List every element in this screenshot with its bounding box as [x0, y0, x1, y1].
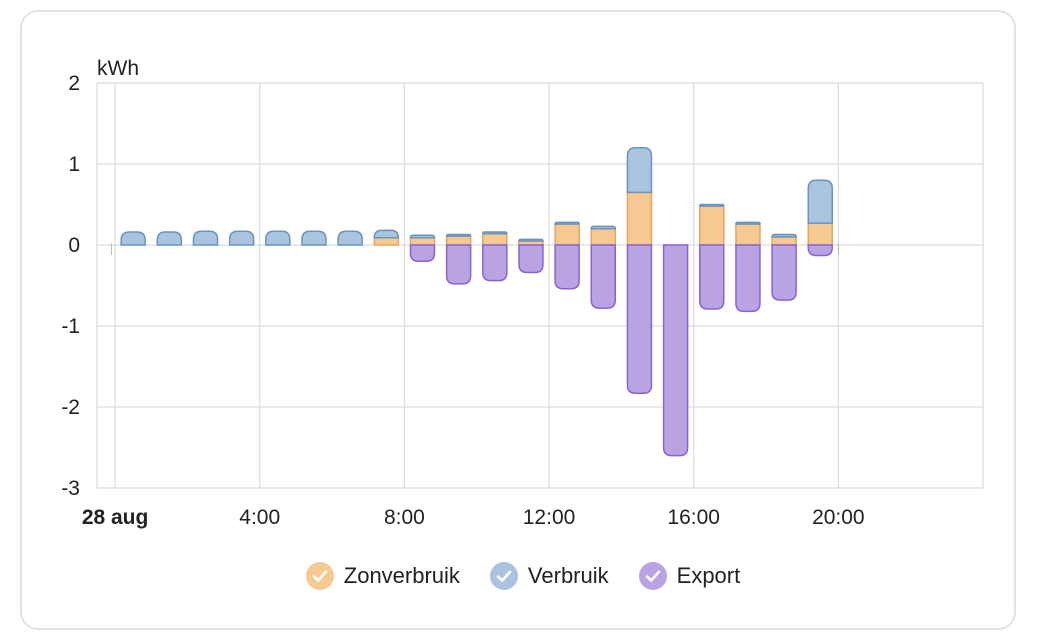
bar-zonverbruik[interactable] [735, 223, 761, 246]
x-tick-label: 8:00 [384, 506, 425, 529]
bar-zonverbruik[interactable] [482, 232, 508, 246]
legend-item-verbruik[interactable]: Verbruik [489, 562, 609, 590]
bar-verbruik[interactable] [771, 233, 797, 238]
y-tick-label: -1 [61, 315, 80, 338]
bar-verbruik[interactable] [192, 230, 219, 246]
grid [96, 82, 984, 489]
bar-zonverbruik[interactable] [445, 235, 472, 246]
axes: 2 1 0 -1 -2 -328 aug 4:00 8:00 12:00 16:00 20:00 [61, 72, 864, 529]
bar-verbruik[interactable] [228, 230, 255, 246]
bar-export[interactable] [590, 244, 617, 309]
bar-export[interactable] [735, 244, 761, 313]
bar-export[interactable] [699, 244, 725, 310]
checkmark-icon [638, 562, 667, 590]
bar-verbruik[interactable] [482, 231, 508, 235]
bar-export[interactable] [518, 244, 544, 274]
chart-card [20, 10, 1016, 630]
bar-export[interactable] [482, 244, 508, 282]
bar-verbruik[interactable] [156, 231, 183, 246]
y-axis-unit-label: kWh [97, 57, 139, 80]
checkmark-icon [489, 562, 518, 590]
y-tick-label: -3 [61, 477, 80, 500]
bar-verbruik[interactable] [337, 230, 363, 246]
bar-verbruik[interactable] [301, 230, 327, 246]
legend-label: Verbruik [527, 563, 609, 588]
bar-export[interactable] [409, 244, 436, 262]
bar-zonverbruik[interactable] [590, 228, 617, 246]
legend-item-zonverbruik[interactable]: Zonverbruik [305, 562, 460, 590]
bar-verbruik[interactable] [554, 221, 580, 225]
bar-zonverbruik[interactable] [373, 236, 400, 246]
bar-verbruik[interactable] [518, 238, 544, 242]
y-tick-label: 1 [68, 153, 80, 176]
bar-verbruik[interactable] [699, 203, 725, 207]
y-tick-label: 2 [68, 72, 80, 95]
bar-zonverbruik[interactable] [626, 191, 653, 246]
bar-verbruik[interactable] [807, 179, 834, 224]
y-tick-label: 0 [68, 234, 80, 257]
bar-zonverbruik[interactable] [807, 222, 834, 246]
bar-export[interactable] [662, 244, 689, 457]
bar-zonverbruik[interactable] [409, 236, 436, 246]
x-tick-label: 16:00 [667, 506, 720, 529]
bar-verbruik[interactable] [120, 231, 146, 246]
legend-label: Zonverbruik [343, 563, 460, 588]
bar-verbruik[interactable] [373, 229, 400, 239]
bar-export[interactable] [445, 244, 472, 285]
bar-verbruik[interactable] [445, 233, 472, 237]
bar-verbruik[interactable] [590, 225, 617, 230]
bar-zonverbruik[interactable] [699, 205, 725, 246]
bar-export[interactable] [807, 244, 834, 257]
x-tick-label: 20:00 [812, 506, 865, 529]
bar-export[interactable] [554, 244, 580, 290]
legend-label: Export [676, 563, 741, 588]
bar-zonverbruik[interactable] [554, 223, 580, 246]
checkmark-icon [305, 562, 334, 590]
x-tick-label: 12:00 [523, 506, 576, 529]
bars [120, 147, 834, 457]
bar-verbruik[interactable] [409, 234, 436, 239]
legend-item-export[interactable]: Export [638, 562, 741, 590]
bar-verbruik[interactable] [735, 221, 761, 225]
y-tick-label: -2 [61, 396, 80, 419]
bar-verbruik[interactable] [265, 230, 291, 246]
bar-export[interactable] [626, 244, 653, 394]
x-tick-label: 4:00 [239, 506, 280, 529]
bar-zonverbruik[interactable] [771, 236, 797, 246]
bar-verbruik[interactable] [626, 147, 653, 194]
legend: Zonverbruik Verbruik Export [0, 556, 1046, 596]
bar-export[interactable] [771, 244, 797, 301]
x-tick-label: 28 aug [82, 506, 149, 529]
